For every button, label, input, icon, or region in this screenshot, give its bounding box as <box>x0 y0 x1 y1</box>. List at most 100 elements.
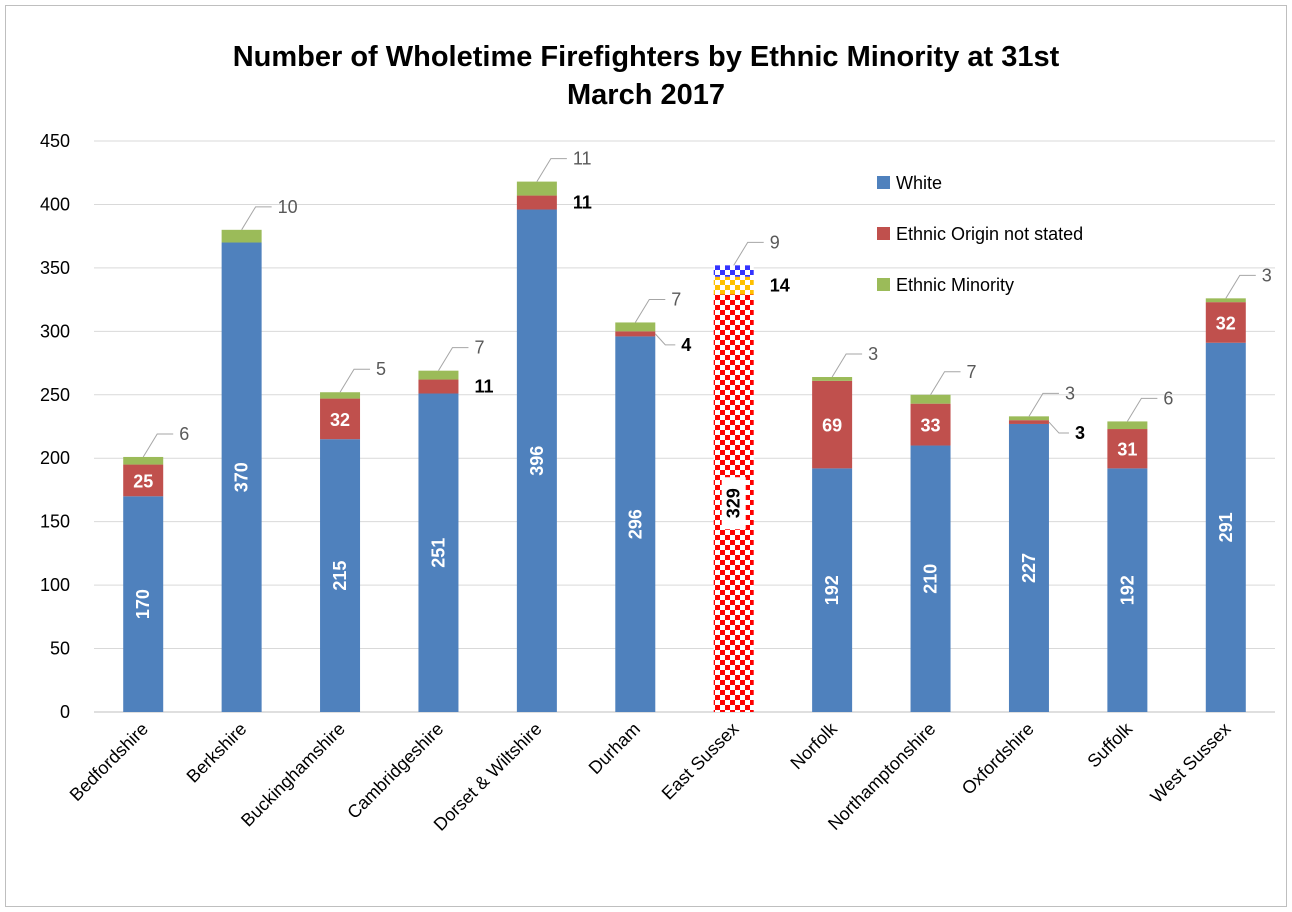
label-dorset-and-wiltshire-minority: 11 <box>573 149 592 169</box>
label-berkshire-minority: 10 <box>278 197 298 217</box>
bar-cambridgeshire-ethnic-minority <box>418 370 459 380</box>
label-cambridgeshire-white: 251 <box>428 538 448 568</box>
x-label-buckinghamshire: Buckinghamshire <box>237 719 349 831</box>
label-west-sussex-not-stated: 32 <box>1216 313 1236 333</box>
y-tick-200: 200 <box>40 448 70 468</box>
x-label-suffolk: Suffolk <box>1083 718 1137 772</box>
label-durham-not-stated: 4 <box>681 335 691 355</box>
x-label-oxfordshire: Oxfordshire <box>958 719 1038 799</box>
leader-berkshire-minority <box>241 206 272 231</box>
bar-bedfordshire-ethnic-origin-not-stated <box>123 464 164 497</box>
legend-label-white: White <box>896 173 942 193</box>
label-east-sussex-not-stated: 14 <box>770 276 790 296</box>
label-buckinghamshire-white: 215 <box>330 561 350 591</box>
bar-west-sussex-ethnic-minority <box>1205 298 1246 303</box>
label-northamptonshire-minority: 7 <box>967 362 977 382</box>
x-axis-labels: Bedfordshire BerkshireBuckinghamshireCamb… <box>66 718 1235 835</box>
bar-suffolk-ethnic-minority <box>1107 421 1148 430</box>
x-label-northamptonshire: Northamptonshire <box>824 719 939 834</box>
title-line-1: Number of Wholetime Firefighters by Ethn… <box>233 41 1060 73</box>
bar-berkshire-ethnic-minority <box>221 229 262 243</box>
x-label-norfolk: Norfolk <box>786 718 841 773</box>
bar-berkshire-white <box>221 242 262 712</box>
x-label-cambridgeshire: Cambridgeshire <box>343 719 447 823</box>
bar-norfolk-ethnic-origin-not-stated <box>812 380 853 469</box>
y-tick-0: 0 <box>60 702 70 722</box>
bar-northamptonshire-ethnic-minority <box>910 394 951 404</box>
label-dorset-and-wiltshire-white: 396 <box>527 446 547 476</box>
label-northamptonshire-not-stated: 33 <box>921 416 941 436</box>
y-tick-100: 100 <box>40 575 70 595</box>
leader-durham-minority <box>634 298 666 323</box>
label-durham-minority: 7 <box>671 289 681 309</box>
label-oxfordshire-not-stated: 3 <box>1075 423 1085 443</box>
bar-west-sussex-white <box>1205 342 1246 712</box>
leader-oxfordshire-minority <box>1028 392 1059 417</box>
label-bedfordshire-not-stated: 25 <box>133 471 153 491</box>
title-line-2: March 2017 <box>567 79 725 111</box>
legend-label-ethnic-origin-not-stated: Ethnic Origin not stated <box>896 224 1083 244</box>
y-axis-ticks: 0 50 100 150 200 250 300 350 400 450 <box>40 131 70 722</box>
bar-suffolk-ethnic-origin-not-stated <box>1107 429 1148 469</box>
data-labels: 1702563701021532525111739611112964732914… <box>133 149 1272 620</box>
leader-oxfordshire-not-stated <box>1048 421 1069 434</box>
y-tick-150: 150 <box>40 512 70 532</box>
label-cambridgeshire-minority: 7 <box>474 338 484 358</box>
y-tick-400: 400 <box>40 194 70 214</box>
legend-swatch-ethnic-minority <box>877 278 890 291</box>
legend-swatch-ethnic-origin-not-stated <box>877 227 890 240</box>
bar-oxfordshire-ethnic-origin-not-stated <box>1008 420 1049 424</box>
bars <box>123 181 1246 712</box>
leader-durham-not-stated <box>654 333 676 346</box>
label-dorset-and-wiltshire-not-stated: 11 <box>573 193 592 213</box>
label-buckinghamshire-not-stated: 32 <box>330 410 350 430</box>
label-buckinghamshire-minority: 5 <box>376 359 386 379</box>
label-northamptonshire-white: 210 <box>921 564 941 594</box>
leader-dorset-and-wiltshire-minority <box>536 158 567 182</box>
x-label-durham: Durham <box>585 719 644 778</box>
label-suffolk-minority: 6 <box>1163 388 1173 408</box>
label-norfolk-not-stated: 69 <box>822 416 842 436</box>
bar-norfolk-white <box>812 468 853 712</box>
label-bedfordshire-white: 170 <box>133 589 153 619</box>
bar-oxfordshire-ethnic-minority <box>1008 416 1049 421</box>
x-label-berkshire: Berkshire <box>183 719 251 787</box>
bar-east-sussex-ethnic-minority <box>713 265 754 277</box>
bar-cambridgeshire-ethnic-origin-not-stated <box>418 379 459 394</box>
label-suffolk-white: 192 <box>1117 575 1137 605</box>
bar-bedfordshire-white <box>123 496 164 712</box>
leader-northamptonshire-minority <box>930 371 961 396</box>
bar-west-sussex-ethnic-origin-not-stated <box>1205 302 1246 343</box>
label-east-sussex-white: 329 <box>724 488 744 518</box>
leader-bedfordshire-minority <box>142 433 174 458</box>
legend-label-ethnic-minority: Ethnic Minority <box>896 275 1014 295</box>
label-west-sussex-minority: 3 <box>1262 265 1272 285</box>
bar-northamptonshire-ethnic-origin-not-stated <box>910 403 951 446</box>
label-oxfordshire-minority: 3 <box>1065 383 1075 403</box>
leader-west-sussex-minority <box>1225 274 1256 299</box>
x-label-west-sussex: West Sussex <box>1146 719 1234 807</box>
bar-norfolk-ethnic-minority <box>812 377 853 381</box>
bar-east-sussex-ethnic-origin-not-stated <box>713 276 754 295</box>
x-label-east-sussex: East Sussex <box>658 719 743 804</box>
label-bedfordshire-minority: 6 <box>179 424 189 444</box>
label-cambridgeshire-not-stated: 11 <box>474 377 493 397</box>
bar-durham-ethnic-origin-not-stated <box>615 331 656 337</box>
label-norfolk-minority: 3 <box>868 344 878 364</box>
y-tick-350: 350 <box>40 258 70 278</box>
legend-swatch-white <box>877 176 890 189</box>
bar-suffolk-white <box>1107 468 1148 712</box>
legend: White Ethnic Origin not stated Ethnic Mino… <box>877 173 1083 295</box>
label-norfolk-white: 192 <box>822 575 842 605</box>
x-label-bedfordshire: Bedfordshire <box>66 719 152 805</box>
bar-buckinghamshire-ethnic-minority <box>320 392 361 399</box>
leader-east-sussex-minority <box>733 241 764 266</box>
bar-buckinghamshire-white <box>320 439 361 712</box>
chart-title: Number of Wholetime Firefighters by Ethn… <box>233 41 1060 111</box>
y-tick-450: 450 <box>40 131 70 151</box>
label-box-east-sussex-white <box>721 477 746 530</box>
leader-buckinghamshire-minority <box>339 368 371 393</box>
label-oxfordshire-white: 227 <box>1019 553 1039 583</box>
leader-cambridgeshire-minority <box>438 347 469 371</box>
